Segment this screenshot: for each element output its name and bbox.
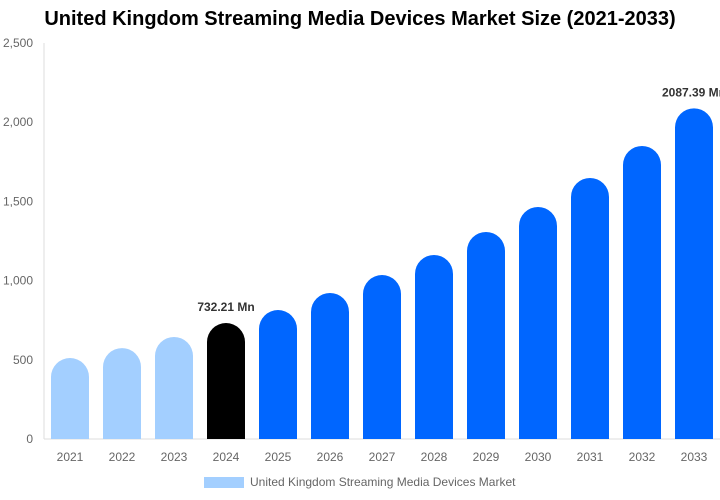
x-tick-label: 2021 [57,450,84,464]
data-label: 732.21 Mn [197,300,254,314]
legend-swatch [204,476,244,488]
y-tick-label: 0 [26,432,33,446]
bar-2031 [571,177,609,439]
bar-2033 [675,108,713,440]
y-tick-label: 1,500 [3,194,33,208]
chart-title: United Kingdom Streaming Media Devices M… [44,8,676,30]
bar-2024 [207,323,245,439]
x-tick-label: 2022 [109,450,136,464]
bar-2030 [519,206,557,439]
bar-2032 [623,145,661,439]
bar-2029 [467,231,505,439]
x-tick-label: 2028 [421,450,448,464]
x-tick-label: 2029 [473,450,500,464]
x-tick-label: 2023 [161,450,188,464]
x-tick-label: 2026 [317,450,344,464]
x-tick-label: 2030 [525,450,552,464]
bar-2022 [103,348,141,439]
bar-2028 [415,254,453,439]
y-tick-label: 2,500 [3,36,33,50]
x-tick-label: 2032 [629,450,656,464]
x-tick-label: 2027 [369,450,396,464]
y-tick-label: 2,000 [3,115,33,129]
bar-2026 [311,292,349,439]
legend-label: United Kingdom Streaming Media Devices M… [250,475,516,489]
y-tick-label: 1,000 [3,274,33,288]
x-tick-label: 2025 [265,450,292,464]
bar-2021 [51,358,89,439]
x-tick-label: 2033 [681,450,708,464]
bar-2023 [155,336,193,439]
x-tick-label: 2024 [213,450,240,464]
y-tick-label: 500 [13,353,33,367]
legend: United Kingdom Streaming Media Devices M… [204,475,515,489]
bar-2027 [363,275,401,439]
x-tick-label: 2031 [577,450,604,464]
data-label: 2087.39 Mn [662,85,720,99]
bar-2025 [259,310,297,439]
